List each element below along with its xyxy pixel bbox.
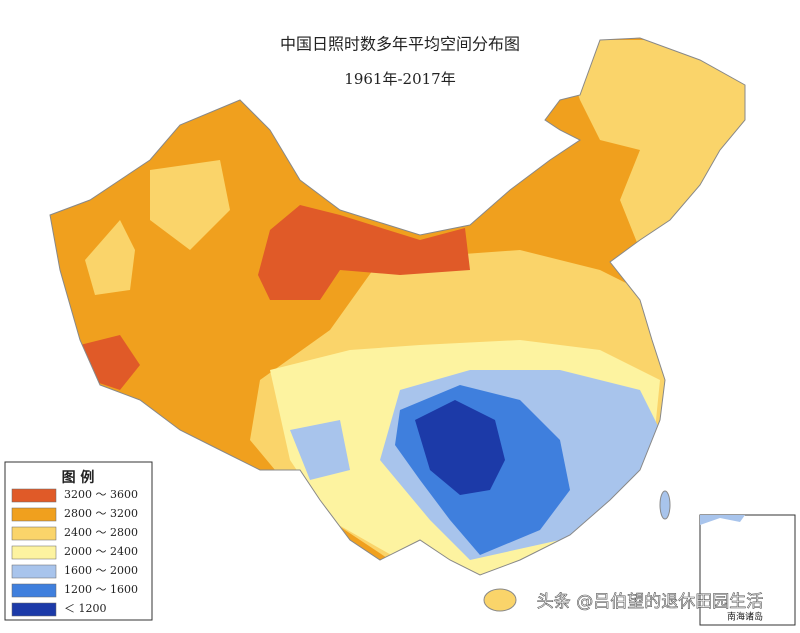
legend-label: 1600 ～ 2000 [64,564,138,577]
legend-swatch [11,564,57,579]
map-subtitle: 1961年-2017年 [344,70,455,88]
watermark: 头条 @吕伯望的退休田园生活 [537,592,763,612]
legend-title: 图 例 [62,469,95,486]
legend-swatch [11,507,57,522]
legend-label: 2400 ～ 2800 [64,526,138,539]
legend-swatch [11,602,57,617]
legend-label: 2800 ～ 3200 [64,507,138,520]
legend-swatch [11,526,57,541]
inset-coast [700,515,745,525]
legend-label: ＜ 1200 [64,602,107,615]
legend-swatch [11,583,57,598]
legend-label: 2000 ～ 2400 [64,545,138,558]
legend-label: 3200 ～ 3600 [64,488,138,501]
legend-items: 3200 ～ 3600 2800 ～ 3200 2400 ～ 2800 2000 ～ … [11,488,138,617]
country-outline [49,37,746,576]
map-title: 中国日照时数多年平均空间分布图 [280,35,520,54]
legend-swatch [11,488,57,503]
legend-swatch [11,545,57,560]
taiwan-island [659,490,671,520]
legend-label: 1200 ～ 1600 [64,583,138,596]
inset-label: 南海诸岛 [727,611,763,623]
inset-box [699,514,796,626]
hainan-island [483,588,517,612]
